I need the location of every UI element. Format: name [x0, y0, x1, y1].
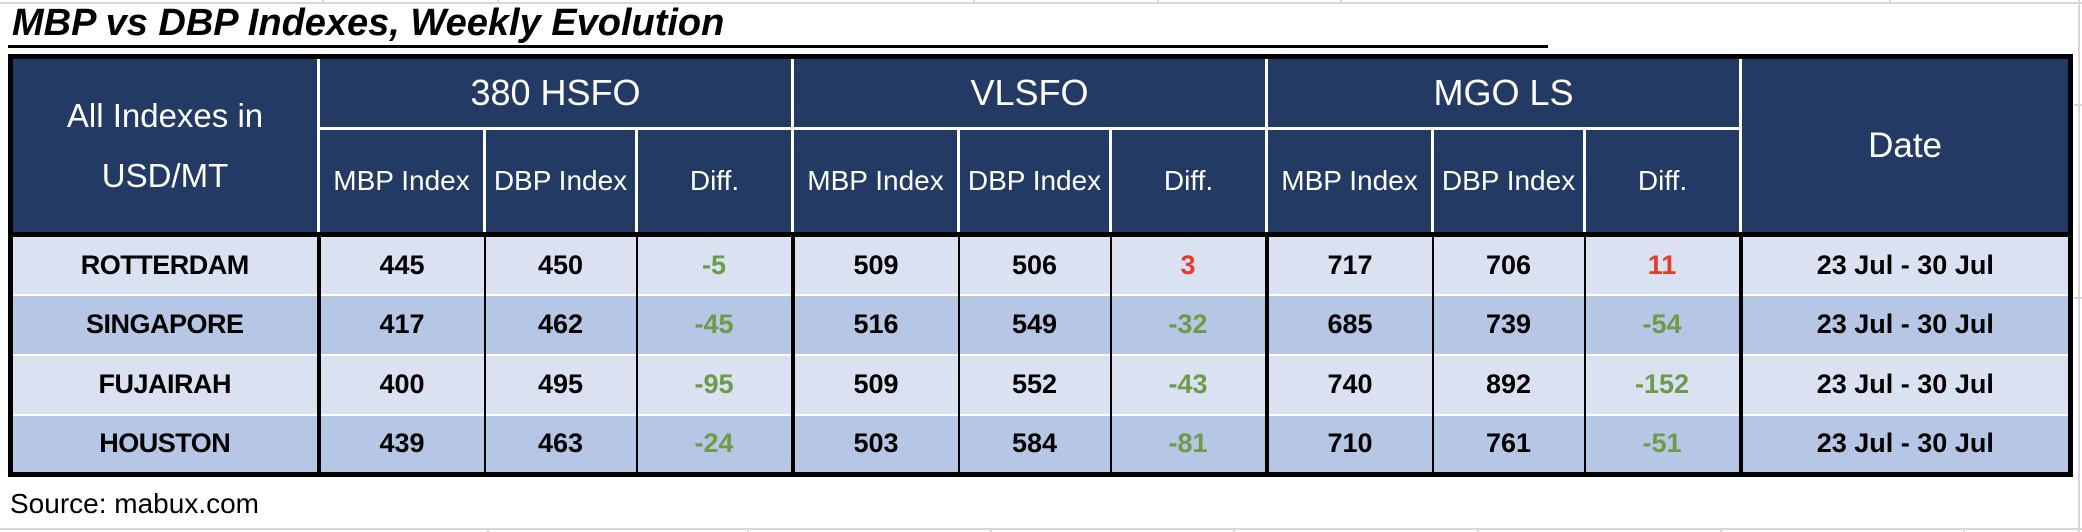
mgo-dbp-value: 761	[1431, 413, 1585, 475]
table-row-houston: HOUSTON 439 463 -24 503 584 -81 710 761 …	[10, 413, 2071, 475]
hsfo-mbp-value: 445	[316, 233, 485, 295]
date-value: 23 Jul - 30 Jul	[1738, 233, 2071, 295]
vlsfo-diff-header: Diff.	[1109, 128, 1267, 237]
hsfo-diff-value: -95	[635, 353, 793, 415]
hsfo-diff-value: -5	[635, 233, 793, 295]
mgo-diff-value: 11	[1583, 233, 1741, 295]
hsfo-dbp-value: 495	[483, 353, 637, 415]
page-title: MBP vs DBP Indexes, Weekly Evolution	[8, 2, 1548, 48]
hsfo-mbp-header: MBP Index	[317, 128, 485, 237]
group-header-380hsfo: 380 HSFO	[316, 56, 793, 130]
hsfo-dbp-value: 463	[483, 413, 637, 475]
hsfo-dbp-value: 462	[483, 293, 637, 355]
mgo-mbp-value: 685	[1264, 293, 1433, 355]
corner-header: All Indexes in USD/MT	[10, 56, 319, 237]
vlsfo-dbp-value: 549	[957, 293, 1111, 355]
group-header-row: All Indexes in USD/MT 380 HSFO VLSFO MGO…	[10, 56, 2071, 237]
mgo-mbp-value: 740	[1264, 353, 1433, 415]
mgo-mbp-value: 717	[1264, 233, 1433, 295]
mgo-diff-value: -152	[1583, 353, 1741, 415]
mgo-mbp-value: 710	[1264, 413, 1433, 475]
mgo-dbp-value: 706	[1431, 233, 1585, 295]
mgo-dbp-value: 739	[1431, 293, 1585, 355]
table-row-fujairah: FUJAIRAH 400 495 -95 509 552 -43 740 892…	[10, 353, 2071, 415]
mgo-diff-value: -51	[1583, 413, 1741, 475]
vlsfo-mbp-value: 516	[790, 293, 959, 355]
group-header-vlsfo: VLSFO	[791, 56, 1267, 130]
hsfo-dbp-header: DBP Index	[483, 128, 637, 237]
vlsfo-dbp-value: 506	[957, 233, 1111, 295]
vlsfo-mbp-value: 509	[790, 353, 959, 415]
vlsfo-dbp-header: DBP Index	[957, 128, 1111, 237]
table-row-singapore: SINGAPORE 417 462 -45 516 549 -32 685 73…	[10, 293, 2071, 355]
mgo-mbp-header: MBP Index	[1265, 128, 1433, 237]
hsfo-mbp-value: 417	[316, 293, 485, 355]
vlsfo-mbp-value: 509	[790, 233, 959, 295]
vlsfo-dbp-value: 584	[957, 413, 1111, 475]
table-row-rotterdam: ROTTERDAM 445 450 -5 509 506 3 717 706 1…	[10, 233, 2071, 295]
vlsfo-diff-value: -32	[1109, 293, 1267, 355]
hsfo-diff-header: Diff.	[634, 128, 793, 237]
vlsfo-dbp-value: 552	[957, 353, 1111, 415]
hsfo-diff-value: -24	[635, 413, 793, 475]
vlsfo-mbp-header: MBP Index	[791, 128, 959, 237]
source-note: Source: mabux.com	[10, 488, 259, 519]
date-header: Date	[1739, 56, 2071, 237]
port-name: HOUSTON	[10, 413, 319, 475]
group-header-mgols: MGO LS	[1265, 56, 1741, 130]
mgo-diff-header: Diff.	[1583, 128, 1741, 237]
index-table: All Indexes in USD/MT 380 HSFO VLSFO MGO…	[8, 54, 2074, 477]
vlsfo-diff-value: -81	[1109, 413, 1267, 475]
hsfo-diff-value: -45	[635, 293, 793, 355]
vlsfo-diff-value: -43	[1109, 353, 1267, 415]
port-name: SINGAPORE	[10, 293, 319, 355]
corner-header-line2: USD/MT	[101, 156, 229, 194]
vlsfo-diff-value: 3	[1109, 233, 1267, 295]
port-name: ROTTERDAM	[10, 233, 319, 295]
corner-header-line1: All Indexes in	[66, 97, 264, 135]
date-value: 23 Jul - 30 Jul	[1738, 353, 2071, 415]
hsfo-mbp-value: 400	[316, 353, 485, 415]
mgo-diff-value: -54	[1583, 293, 1741, 355]
hsfo-mbp-value: 439	[316, 413, 485, 475]
mgo-dbp-header: DBP Index	[1431, 128, 1585, 237]
hsfo-dbp-value: 450	[483, 233, 637, 295]
sub-header-row: MBP Index DBP Index Diff. MBP Index DBP …	[11, 128, 2071, 237]
date-value: 23 Jul - 30 Jul	[1738, 293, 2071, 355]
date-value: 23 Jul - 30 Jul	[1738, 413, 2071, 475]
port-name: FUJAIRAH	[10, 353, 319, 415]
mgo-dbp-value: 892	[1431, 353, 1585, 415]
vlsfo-mbp-value: 503	[790, 413, 959, 475]
